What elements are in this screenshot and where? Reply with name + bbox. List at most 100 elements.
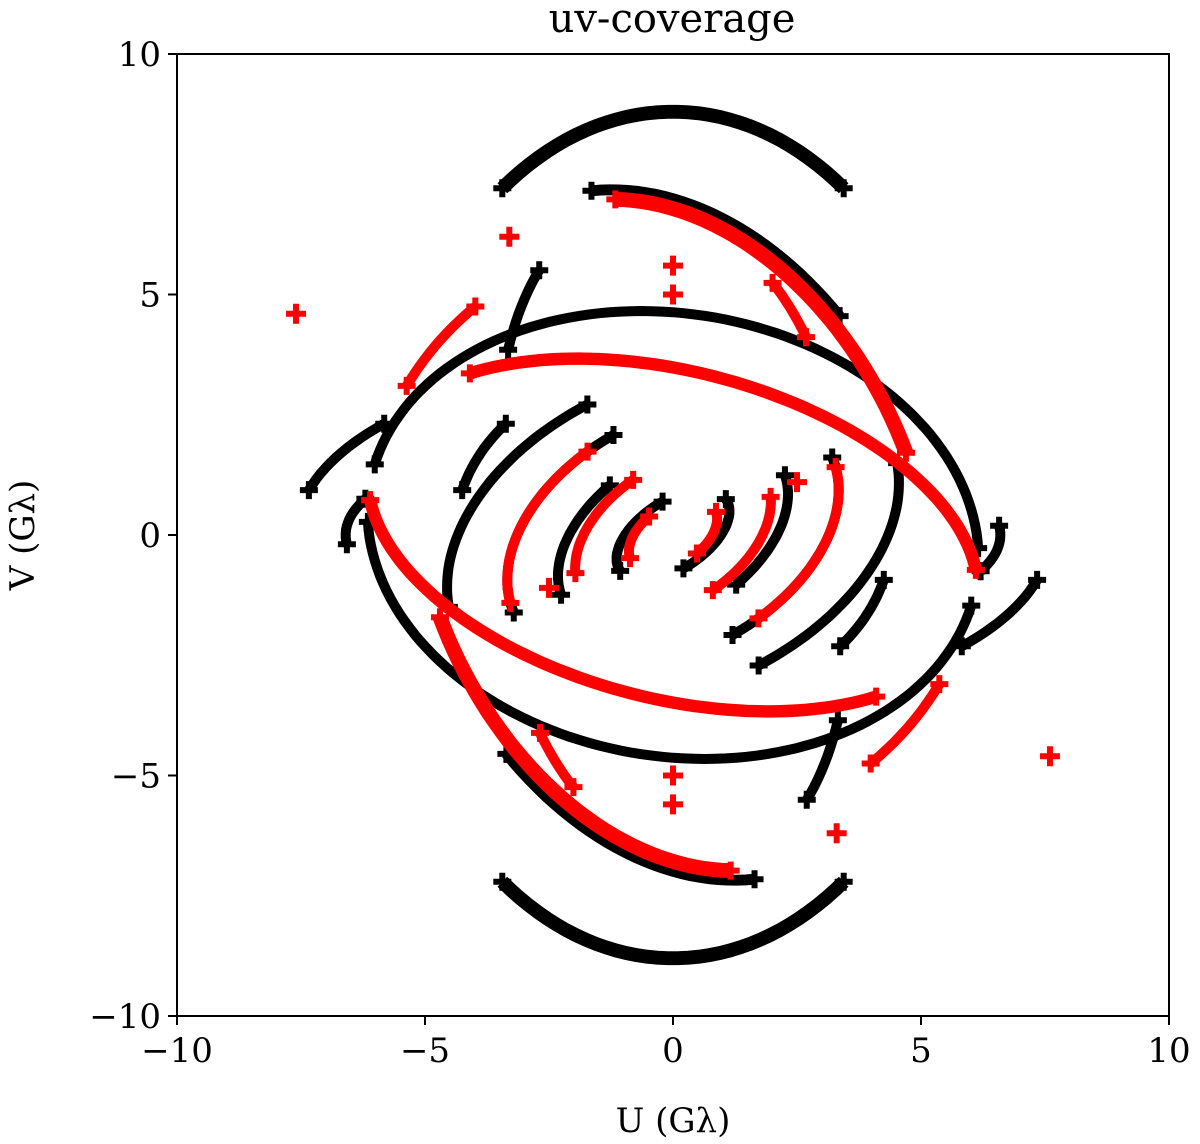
uv-point-marker	[1028, 570, 1047, 589]
uv-point-marker	[564, 778, 583, 797]
y-tick-label: −5	[111, 757, 161, 797]
uv-point-marker	[663, 765, 683, 786]
uv-track	[802, 719, 843, 803]
uv-point-marker	[365, 455, 384, 474]
uv-track	[755, 465, 844, 623]
uv-point-marker	[796, 328, 815, 347]
uv-point-marker	[787, 472, 807, 493]
uv-track	[468, 352, 982, 572]
uv-track	[370, 305, 984, 549]
uv-point-marker	[874, 570, 893, 589]
uv-point-marker	[749, 609, 768, 628]
uv-point-marker	[831, 637, 850, 656]
uv-track	[497, 104, 849, 194]
y-axis-label: V (Gλ)	[3, 480, 43, 592]
x-tick-label: −5	[400, 1031, 450, 1071]
uv-point-marker	[749, 656, 768, 675]
uv-track	[570, 475, 637, 574]
uv-track	[497, 876, 849, 966]
uv-point-marker	[337, 535, 356, 554]
uv-point-marker	[493, 872, 512, 891]
uv-point-marker	[501, 593, 520, 612]
uv-point-marker	[990, 516, 1009, 535]
uv-point-marker	[430, 608, 449, 627]
uv-point-marker	[723, 625, 742, 644]
uv-point-marker	[600, 476, 619, 495]
uv-point-marker	[504, 603, 523, 622]
uv-point-marker	[530, 261, 549, 280]
uv-point-marker	[624, 470, 643, 489]
uv-track	[364, 498, 878, 718]
uv-point-marker	[611, 561, 630, 580]
uv-point-marker	[621, 549, 640, 568]
y-tick-label: −10	[89, 997, 161, 1037]
x-tick-label: 0	[662, 1031, 684, 1071]
uv-point-marker	[606, 190, 625, 209]
uv-point-marker	[578, 442, 597, 461]
uv-point-marker	[761, 487, 780, 506]
x-tick-label: 10	[1147, 1031, 1190, 1071]
y-tick-label: 10	[118, 35, 161, 75]
uv-point-marker	[460, 364, 479, 383]
uv-track	[362, 521, 976, 765]
uv-track	[442, 400, 590, 608]
uv-track	[959, 577, 1042, 651]
uv-point-marker	[721, 861, 740, 880]
uv-point-marker	[834, 179, 853, 198]
uv-track	[503, 267, 544, 351]
uv-point-marker	[828, 711, 847, 730]
uv-track	[553, 481, 614, 597]
uv-point-marker	[663, 794, 683, 815]
uv-point-marker	[706, 502, 725, 521]
uv-point-marker	[361, 491, 380, 510]
uv-point-marker	[582, 181, 601, 200]
uv-point-marker	[640, 507, 659, 526]
uv-track	[502, 750, 755, 886]
uv-point-marker	[703, 581, 722, 600]
uv-point-marker	[966, 560, 985, 579]
uv-point-marker	[663, 284, 683, 305]
uv-track	[709, 496, 776, 595]
x-axis-label: U (Gλ)	[616, 1101, 731, 1141]
x-tick-label: 5	[910, 1031, 932, 1071]
uv-point-marker	[493, 179, 512, 198]
uv-track	[433, 614, 731, 879]
uv-point-marker	[531, 723, 550, 742]
uv-point-marker	[861, 754, 880, 773]
series-red	[286, 190, 1060, 880]
uv-point-marker	[1039, 746, 1060, 767]
uv-point-marker	[952, 637, 971, 656]
uv-track	[768, 279, 811, 340]
uv-track	[304, 419, 387, 493]
uv-point-marker	[834, 872, 853, 891]
chart-title: uv-coverage	[549, 0, 796, 42]
uv-track	[615, 191, 913, 456]
x-tick-label: −10	[141, 1031, 213, 1071]
uv-point-marker	[775, 466, 794, 485]
series-layer	[286, 104, 1060, 966]
uv-track	[457, 420, 510, 492]
uv-point-marker	[826, 823, 847, 844]
uv-point-marker	[826, 458, 845, 477]
uv-point-marker	[745, 870, 764, 889]
uv-point-marker	[299, 481, 318, 500]
uv-point-marker	[867, 687, 886, 706]
uv-point-marker	[604, 426, 623, 445]
uv-point-marker	[578, 395, 597, 414]
uv-point-marker	[663, 255, 683, 276]
uv-point-marker	[466, 297, 485, 316]
uv-track	[402, 302, 479, 389]
uv-point-marker	[797, 790, 816, 809]
uv-track	[756, 462, 904, 670]
y-axis: −10 −5 0 5 10	[89, 35, 177, 1037]
uv-point-marker	[496, 414, 515, 433]
uv-point-marker	[653, 492, 672, 511]
uv-track	[732, 473, 793, 589]
series-black	[299, 104, 1047, 966]
uv-point-marker	[823, 448, 842, 467]
uv-point-marker	[375, 414, 394, 433]
uv-point-marker	[397, 376, 416, 395]
uv-point-marker	[674, 559, 693, 578]
uv-point-marker	[727, 575, 746, 594]
uv-point-marker	[897, 443, 916, 462]
